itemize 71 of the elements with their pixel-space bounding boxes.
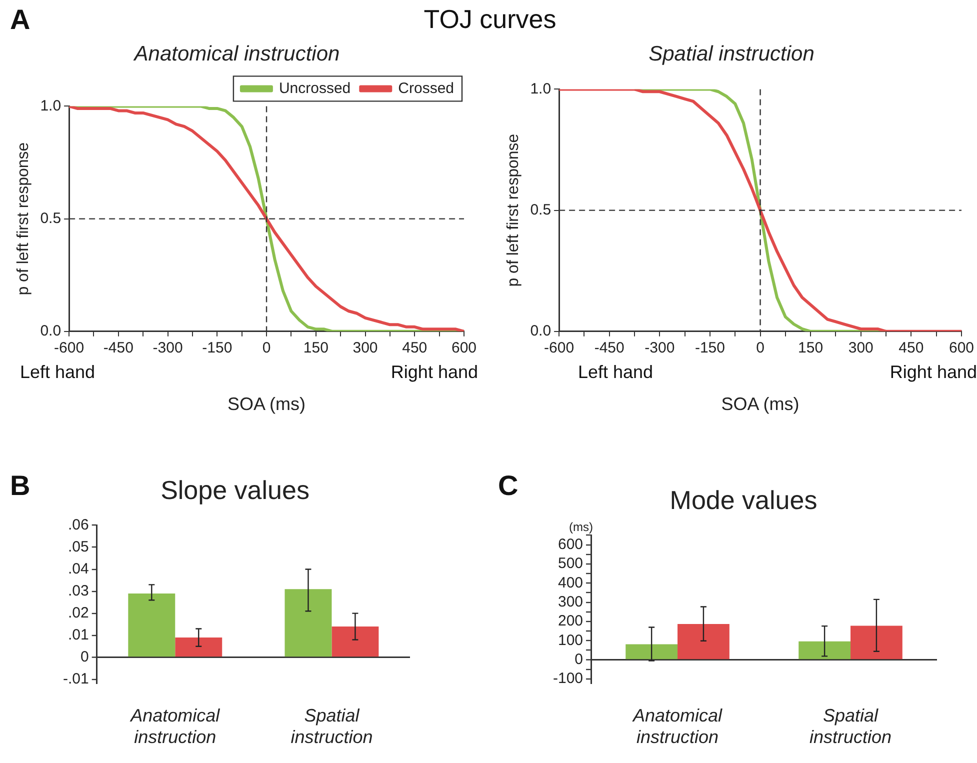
text: A	[10, 4, 30, 36]
y-tick-label: .06	[68, 516, 89, 534]
chart-title: Slope values	[160, 474, 310, 505]
x-tick-label: -150	[694, 340, 725, 357]
y-tick-label: 100	[558, 632, 584, 649]
x-tick-label: Anatomical instruction	[632, 706, 724, 748]
y-tick-label: 200	[558, 612, 584, 630]
y-tick-label: .02	[68, 604, 89, 622]
x-tick-label: 300	[352, 340, 378, 357]
x-tick-label: 300	[848, 340, 874, 357]
y-tick-label: 0.0	[530, 322, 552, 340]
legend-label: Crossed	[398, 80, 454, 97]
y-tick-label: 1.0	[530, 80, 552, 98]
legend-label: Uncrossed	[278, 80, 351, 97]
x-tick-label: -600	[54, 340, 84, 357]
x-axis-title: SOA (ms)	[228, 394, 306, 414]
chart-title: Spatial instruction	[648, 42, 814, 66]
text: B	[10, 470, 30, 502]
x-tick-label: 450	[898, 340, 924, 357]
y-tick-label: 500	[558, 555, 584, 572]
bar	[128, 593, 176, 657]
y-tick-label: 0.5	[40, 210, 62, 227]
y-tick-label: 300	[558, 593, 584, 610]
y-tick-label: .05	[68, 538, 89, 556]
bar	[850, 626, 902, 660]
x-axis-title: SOA (ms)	[721, 394, 800, 414]
x-tick-label: 0	[756, 340, 764, 357]
text: C	[498, 470, 518, 502]
y-tick-label: 1.0	[40, 97, 62, 114]
bar	[175, 638, 222, 657]
y-tick-label: 0.5	[530, 201, 552, 218]
text: Left hand	[578, 362, 654, 383]
x-tick-label: 0	[262, 340, 271, 357]
y-tick-label: 600	[558, 536, 584, 553]
y-axis-title: (ms)	[569, 520, 594, 534]
text: Left hand	[20, 362, 96, 383]
x-tick-label: -450	[103, 340, 134, 357]
text: Right hand	[390, 362, 478, 383]
text: TOJ curves	[424, 4, 556, 35]
x-tick-label: 600	[451, 340, 477, 357]
y-tick-label: 0	[574, 650, 584, 668]
bar	[626, 644, 678, 660]
bar	[332, 626, 379, 657]
y-axis-title: p of left first response	[15, 142, 32, 296]
x-tick-label: 150	[798, 340, 824, 357]
x-tick-label: 450	[402, 340, 428, 357]
chart-title: Anatomical instruction	[132, 42, 340, 66]
bar	[678, 624, 730, 660]
y-tick-label: .03	[68, 582, 89, 600]
y-tick-label: 0	[80, 648, 89, 666]
x-tick-label: -300	[152, 340, 183, 357]
bar	[284, 589, 332, 657]
y-tick-label: .04	[68, 560, 89, 578]
x-tick-label: -450	[594, 340, 624, 357]
x-tick-label: 600	[948, 340, 974, 357]
y-tick-label: 400	[558, 574, 584, 592]
y-axis-title: p of left first response	[505, 134, 522, 287]
x-tick-label: -600	[544, 340, 574, 357]
y-tick-label: -.01	[62, 670, 89, 688]
y-tick-label: 0.0	[40, 322, 62, 340]
y-tick-label: -100	[552, 670, 584, 688]
chart-title: Mode values	[670, 484, 818, 515]
x-tick-label: -300	[644, 340, 675, 357]
y-tick-label: .01	[68, 626, 89, 644]
bar	[798, 641, 851, 660]
x-tick-label: 150	[303, 340, 328, 357]
x-tick-label: Anatomical instruction	[130, 706, 221, 748]
text: Right hand	[890, 362, 977, 383]
x-tick-label: -150	[202, 340, 232, 357]
x-tick-label: Spatial instruction	[290, 706, 373, 748]
x-tick-label: Spatial instruction	[809, 706, 892, 748]
